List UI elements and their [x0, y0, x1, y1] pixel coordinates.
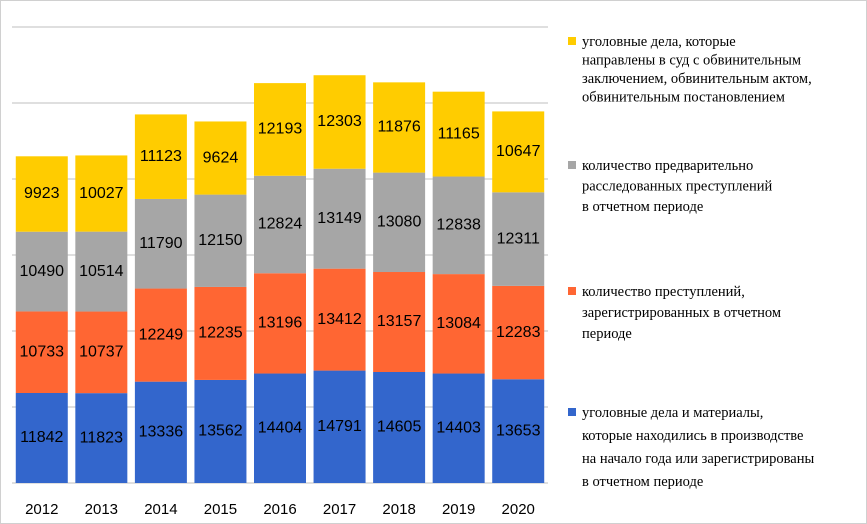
data-label: 10027	[79, 185, 124, 202]
data-label: 13653	[496, 422, 541, 439]
x-tick-label: 2014	[144, 501, 177, 518]
data-label: 10733	[20, 343, 65, 360]
bar-segment	[313, 75, 366, 169]
bar-segment	[134, 198, 187, 289]
data-label: 10514	[79, 263, 124, 280]
x-tick-label: 2013	[85, 501, 118, 518]
bar-segment	[492, 111, 545, 193]
data-label: 13336	[139, 424, 184, 441]
bar-segment	[194, 194, 247, 287]
legend-label: количество предварительно расследованных …	[582, 158, 772, 215]
data-label: 9923	[24, 185, 60, 202]
data-label: 10647	[496, 143, 541, 160]
data-label: 13196	[258, 315, 303, 332]
bar-segment	[254, 273, 306, 374]
data-label: 12303	[317, 113, 362, 130]
bar-segment	[313, 370, 366, 483]
data-label: 14791	[317, 418, 362, 435]
data-label: 11790	[139, 235, 182, 252]
x-tick-label: 2015	[204, 501, 237, 518]
bar-segment	[373, 82, 426, 173]
legend-swatch	[568, 287, 576, 295]
bar-segment	[15, 393, 68, 483]
data-label: 11876	[377, 119, 420, 136]
data-label: 10490	[20, 263, 65, 280]
legend-swatch	[568, 161, 576, 169]
bar-segment	[75, 311, 128, 394]
bar-segment	[432, 176, 485, 275]
data-label: 13562	[198, 423, 243, 440]
data-label: 10737	[79, 344, 124, 361]
x-tick-label: 2018	[382, 501, 415, 518]
bar-segment	[254, 83, 306, 176]
bar-segment	[432, 91, 485, 177]
data-label: 9624	[203, 149, 239, 166]
legend-swatch	[568, 408, 576, 416]
x-tick-label: 2016	[263, 501, 296, 518]
bar-segment	[432, 373, 485, 483]
legend-label: уголовные дела и материалы, которые наход…	[582, 405, 815, 490]
bar-segment	[492, 379, 545, 483]
bar-segment	[15, 311, 68, 394]
bar-segment	[373, 272, 426, 373]
data-label: 12249	[139, 326, 184, 343]
bar-segment	[254, 373, 306, 483]
bar-segment	[492, 285, 545, 380]
bar-segment	[194, 379, 247, 483]
data-label: 13080	[377, 214, 422, 231]
data-label: 12283	[496, 324, 541, 341]
data-label: 13412	[317, 311, 362, 328]
bar-segment	[373, 372, 426, 483]
legend-swatch	[568, 37, 576, 45]
bar-segment	[373, 172, 426, 273]
bar-segment	[15, 156, 68, 232]
data-label: 13149	[317, 210, 362, 227]
bar-segment	[432, 274, 485, 374]
bar-segment	[75, 155, 128, 232]
bar-segment	[254, 175, 306, 274]
bar-segment	[194, 286, 247, 380]
data-label: 13084	[436, 315, 481, 332]
x-tick-label: 2019	[442, 501, 475, 518]
bar-segment	[194, 121, 247, 195]
data-label: 12193	[258, 121, 303, 138]
x-tick-label: 2017	[323, 501, 356, 518]
data-label: 12150	[198, 232, 243, 249]
data-label: 14403	[436, 419, 481, 436]
data-label: 14404	[258, 419, 303, 436]
data-label: 13157	[377, 313, 422, 330]
x-tick-label: 2020	[502, 501, 535, 518]
bar-segment	[15, 231, 68, 312]
bar-segment	[75, 231, 128, 312]
bar-segment	[134, 381, 187, 483]
data-label: 12311	[497, 230, 540, 247]
data-label: 12838	[436, 217, 481, 234]
data-label: 11165	[438, 125, 480, 142]
bar-segment	[134, 114, 187, 199]
bar-segment	[75, 393, 128, 483]
bar-segment	[492, 192, 545, 286]
data-label: 11123	[140, 148, 182, 165]
data-label: 11842	[20, 429, 63, 446]
legend-label: уголовные дела, которые направлены в суд …	[582, 34, 812, 106]
bar-segment	[313, 168, 366, 269]
data-label: 14605	[377, 419, 422, 436]
legend-label: количество преступлений, зарегистрированн…	[582, 284, 781, 342]
x-tick-label: 2012	[25, 501, 58, 518]
bar-segment	[313, 268, 366, 371]
data-label: 12235	[198, 325, 243, 342]
data-label: 12824	[258, 216, 303, 233]
data-label: 11823	[80, 429, 123, 446]
bar-segment	[134, 288, 187, 382]
